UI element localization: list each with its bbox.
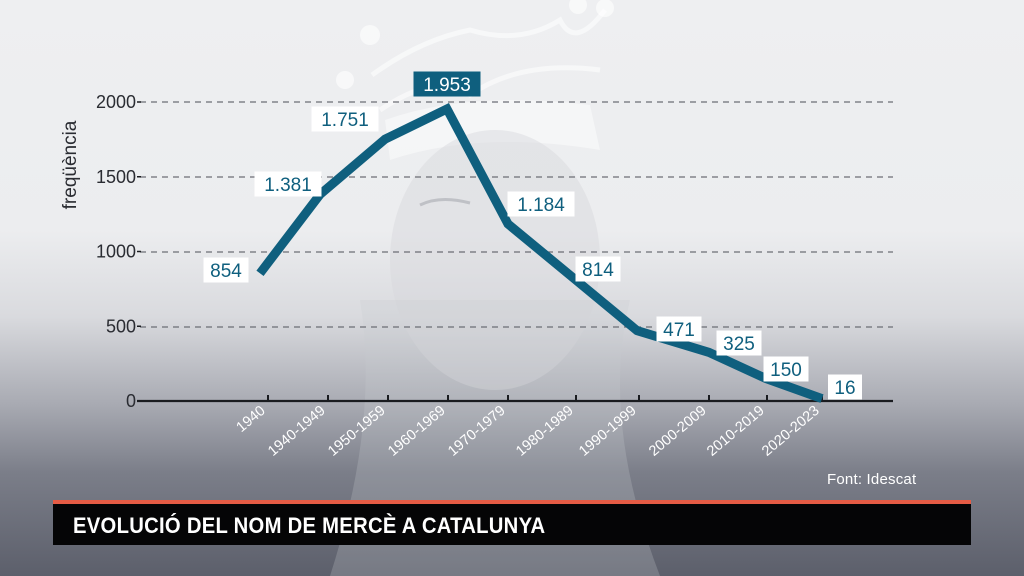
data-label: 471	[656, 316, 702, 342]
svg-text:471: 471	[663, 320, 695, 341]
y-tick-label: 500	[106, 316, 136, 336]
svg-text:1.381: 1.381	[264, 175, 312, 196]
data-label: 814	[575, 256, 621, 282]
x-tick-label: 2000-2009	[646, 403, 709, 460]
data-label: 150	[763, 356, 809, 382]
data-line	[256, 103, 824, 403]
svg-text:854: 854	[210, 261, 242, 282]
data-label: 1.381	[254, 171, 322, 197]
x-axis-labels: 19401940-19491950-19591960-19691970-1979…	[234, 403, 823, 460]
source-credit: Font: Idescat	[827, 471, 917, 488]
svg-text:16: 16	[834, 378, 855, 399]
data-label: 325	[716, 330, 762, 356]
y-axis-labels: 0 500 1000 1500 2000	[96, 92, 136, 411]
x-tick-label: 1990-1999	[576, 403, 639, 460]
y-tick-label: 1000	[96, 242, 136, 262]
y-axis-title: freqüència	[60, 120, 81, 209]
x-tick-label: 1950-1959	[325, 403, 388, 460]
svg-text:1.953: 1.953	[423, 75, 471, 96]
x-tick-label: 1970-1979	[445, 403, 508, 460]
data-label: 16	[828, 374, 862, 400]
svg-text:1.184: 1.184	[517, 195, 565, 216]
data-label: 1.953	[413, 71, 481, 97]
svg-text:814: 814	[582, 260, 614, 281]
x-tick-label: 2010-2019	[704, 403, 767, 460]
x-tick-label: 1940-1949	[265, 403, 328, 460]
data-labels: 854 1.381 1.751 1.953 1.184 814 471 325 150 16	[203, 71, 862, 400]
svg-text:1.751: 1.751	[321, 110, 369, 131]
data-label: 1.751	[311, 106, 379, 132]
chart-title: EVOLUCIÓ DEL NOM DE MERCÈ A CATALUNYA	[73, 513, 546, 538]
data-label: 1.184	[507, 191, 575, 217]
y-tick-label: 1500	[96, 167, 136, 187]
data-label: 854	[203, 257, 249, 283]
y-tick-label: 0	[126, 391, 136, 411]
x-tick-label: 1960-1969	[385, 403, 448, 460]
title-banner: EVOLUCIÓ DEL NOM DE MERCÈ A CATALUNYA	[53, 500, 971, 545]
x-tick-label: 1940	[234, 403, 269, 436]
x-tick-label: 2020-2023	[759, 403, 822, 460]
x-tick-label: 1980-1989	[513, 403, 576, 460]
svg-text:325: 325	[723, 334, 755, 355]
y-tick-label: 2000	[96, 92, 136, 112]
svg-text:150: 150	[770, 360, 802, 381]
